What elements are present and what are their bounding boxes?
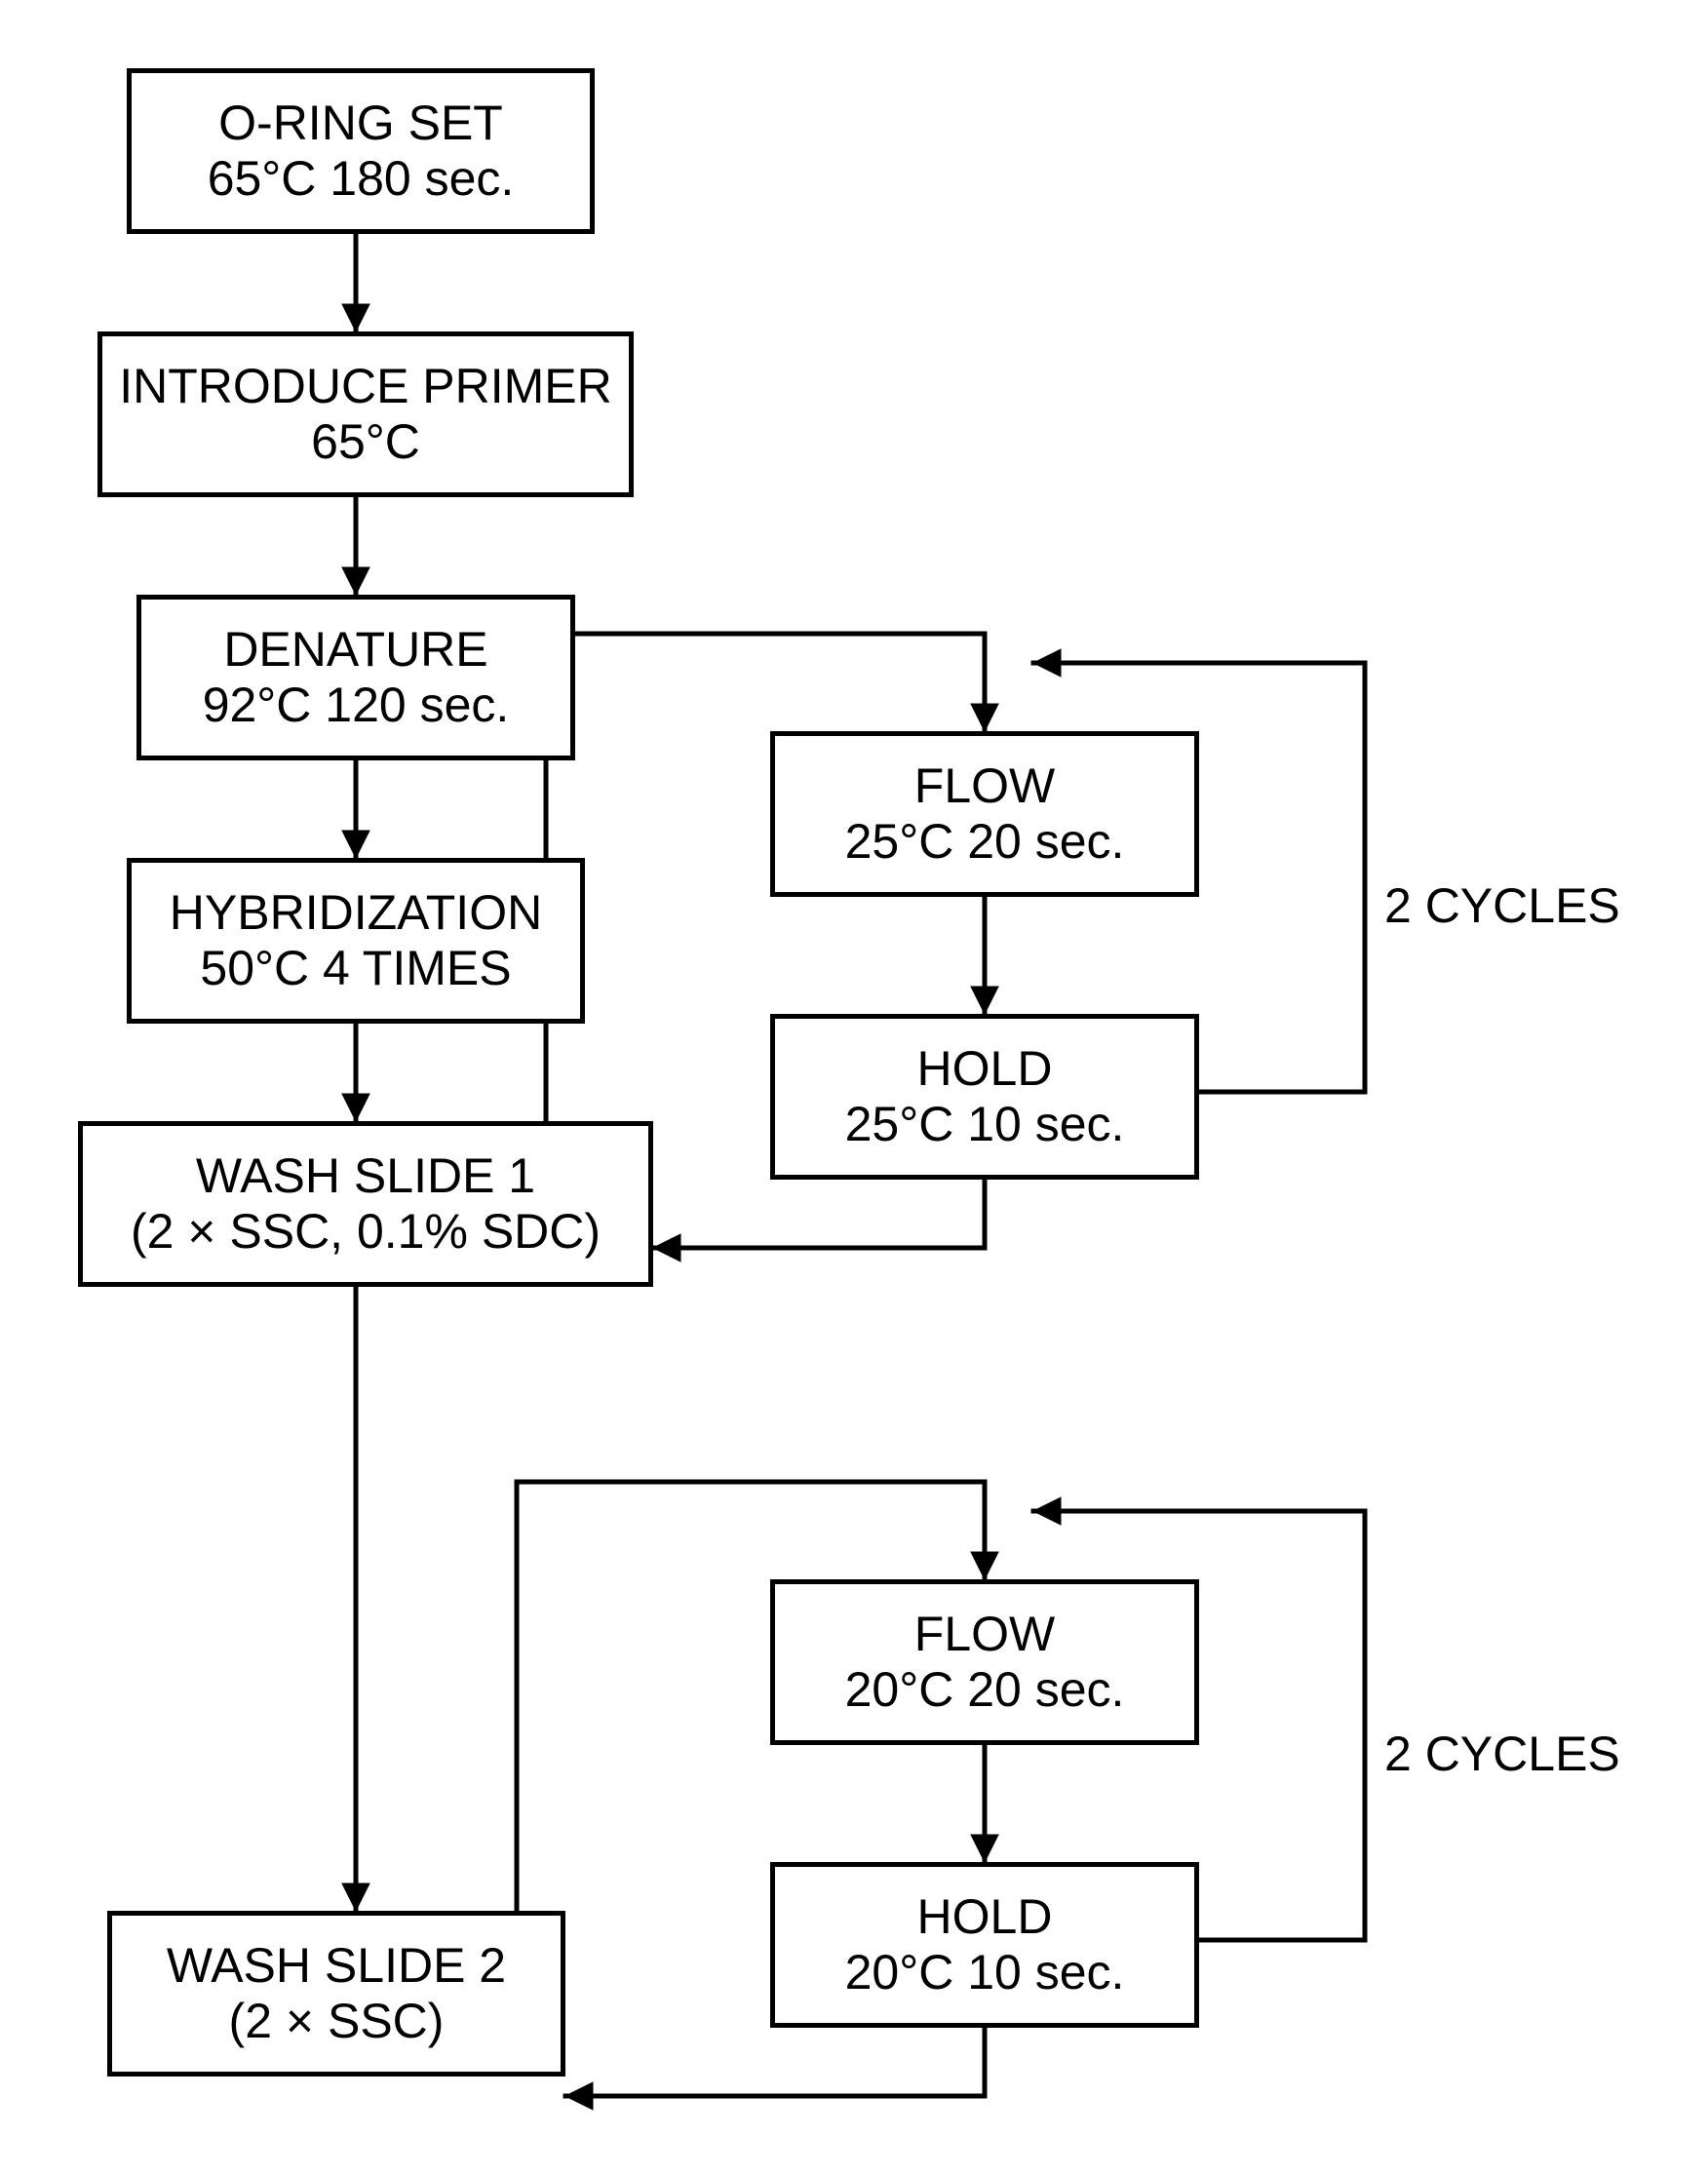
- node-hold1-line-0: HOLD: [917, 1041, 1053, 1098]
- edge-e_hold2_back_wash2: [565, 2028, 985, 2110]
- edge-e_denat_hybrid-arrow: [342, 831, 369, 858]
- node-oring: O-RING SET65°C 180 sec.: [127, 68, 595, 234]
- label-cycles2: 2 CYCLES: [1384, 1726, 1620, 1782]
- node-flow2-line-0: FLOW: [914, 1607, 1055, 1663]
- flowchart-stage: O-RING SET65°C 180 sec.INTRODUCE PRIMER6…: [0, 0, 1708, 2174]
- node-oring-line-0: O-RING SET: [218, 96, 503, 152]
- node-primer-line-1: 65°C: [311, 414, 420, 471]
- edge-e_oring_primer: [342, 234, 369, 331]
- edge-e_primer_denat-arrow: [342, 567, 369, 595]
- node-hold2-line-0: HOLD: [917, 1889, 1053, 1946]
- edge-e_loop1_feedback-arrow: [1033, 649, 1061, 677]
- edge-e_wash2_to_loop2_top-arrow: [971, 1552, 998, 1579]
- node-hybrid-line-1: 50°C 4 TIMES: [200, 941, 511, 997]
- node-hybrid-line-0: HYBRIDIZATION: [170, 885, 542, 942]
- node-hold2-line-1: 20°C 10 sec.: [845, 1945, 1125, 2001]
- node-oring-line-1: 65°C 180 sec.: [208, 151, 515, 208]
- node-hold2: HOLD20°C 10 sec.: [770, 1862, 1199, 2028]
- node-wash2: WASH SLIDE 2(2 × SSC): [107, 1911, 565, 2077]
- edge-e_hold1_back_wash1-arrow: [653, 1234, 680, 1262]
- node-flow1-line-0: FLOW: [914, 758, 1055, 815]
- node-wash1-line-0: WASH SLIDE 1: [196, 1148, 535, 1205]
- edge-e_wash1_wash2-arrow: [342, 1883, 369, 1911]
- node-primer: INTRODUCE PRIMER65°C: [97, 331, 634, 497]
- node-hold1: HOLD25°C 10 sec.: [770, 1014, 1199, 1180]
- edge-e_flow2_hold2-arrow: [971, 1835, 998, 1862]
- edge-e_hybrid_wash1-arrow: [342, 1094, 369, 1121]
- edge-e_flow1_hold1-arrow: [971, 987, 998, 1014]
- edge-e_wash1_to_loop1_top-arrow: [971, 704, 998, 731]
- node-flow2-line-1: 20°C 20 sec.: [845, 1662, 1125, 1719]
- node-wash1: WASH SLIDE 1(2 × SSC, 0.1% SDC): [78, 1121, 653, 1287]
- edge-e_loop2_feedback-arrow: [1033, 1497, 1061, 1525]
- edge-e_primer_denat: [342, 497, 369, 595]
- node-denature-line-0: DENATURE: [223, 622, 487, 679]
- edge-e_wash1_wash2: [342, 1287, 369, 1911]
- node-flow1-line-1: 25°C 20 sec.: [845, 814, 1125, 871]
- node-flow2: FLOW20°C 20 sec.: [770, 1579, 1199, 1745]
- node-denature-line-1: 92°C 120 sec.: [203, 678, 510, 734]
- node-flow1: FLOW25°C 20 sec.: [770, 731, 1199, 897]
- node-wash1-line-1: (2 × SSC, 0.1% SDC): [131, 1204, 601, 1261]
- edge-e_hold1_back_wash1-line: [653, 1180, 985, 1248]
- node-hold1-line-1: 25°C 10 sec.: [845, 1097, 1125, 1153]
- edge-e_denat_hybrid: [342, 760, 369, 858]
- edge-e_hold1_back_wash1: [653, 1180, 985, 1262]
- edge-e_hold2_back_wash2-line: [565, 2028, 985, 2096]
- edge-e_flow2_hold2: [971, 1745, 998, 1862]
- node-wash2-line-1: (2 × SSC): [229, 1994, 445, 2050]
- node-primer-line-0: INTRODUCE PRIMER: [119, 359, 612, 415]
- edge-e_hold2_back_wash2-arrow: [565, 2082, 593, 2110]
- edge-e_oring_primer-arrow: [342, 304, 369, 331]
- label-cycles1: 2 CYCLES: [1384, 877, 1620, 934]
- edge-e_flow1_hold1: [971, 897, 998, 1014]
- edge-e_hybrid_wash1: [342, 1024, 369, 1121]
- node-wash2-line-0: WASH SLIDE 2: [167, 1938, 506, 1995]
- node-hybrid: HYBRIDIZATION50°C 4 TIMES: [127, 858, 585, 1024]
- node-denature: DENATURE92°C 120 sec.: [136, 595, 575, 760]
